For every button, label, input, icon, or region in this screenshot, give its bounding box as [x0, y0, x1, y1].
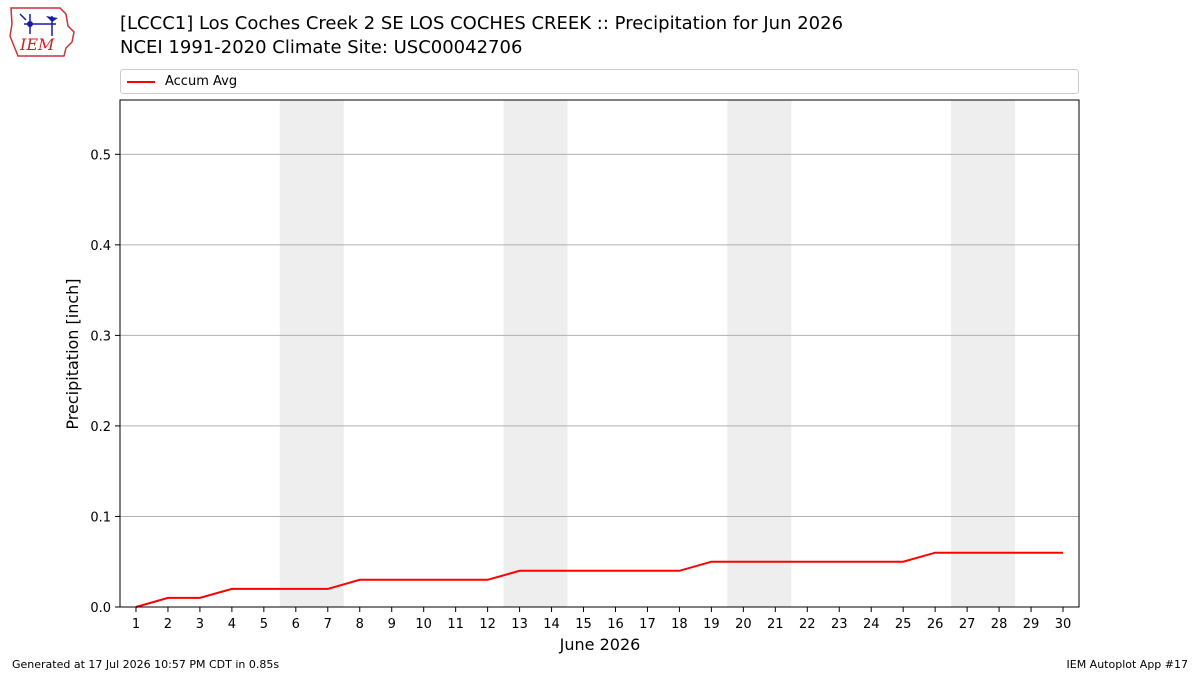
- x-tick-label: 18: [671, 617, 688, 632]
- x-tick-label: 26: [927, 617, 944, 632]
- x-tick-label: 23: [831, 617, 848, 632]
- x-tick-label: 7: [324, 617, 332, 632]
- legend-line-accum-avg: [127, 81, 155, 83]
- y-tick-label: 0.1: [90, 510, 111, 525]
- y-axis-label: Precipitation [inch]: [63, 278, 82, 429]
- chart-subtitle: NCEI 1991-2020 Climate Site: USC00042706: [120, 37, 523, 58]
- x-tick-label: 20: [735, 617, 752, 632]
- x-tick-label: 9: [388, 617, 396, 632]
- weekend-band: [727, 100, 792, 607]
- x-tick-label: 10: [415, 617, 432, 632]
- y-tick-label: 0.3: [90, 329, 111, 344]
- legend: Accum Avg: [120, 69, 1079, 94]
- x-tick-label: 21: [767, 617, 784, 632]
- x-axis-label: June 2026: [559, 635, 641, 654]
- footer-app: IEM Autoplot App #17: [1066, 658, 1189, 671]
- logo-text: IEM: [19, 35, 55, 54]
- iem-logo: IEM: [8, 6, 80, 58]
- x-tick-label: 8: [356, 617, 364, 632]
- x-tick-label: 17: [639, 617, 656, 632]
- x-tick-label: 11: [447, 617, 464, 632]
- x-tick-label: 27: [959, 617, 976, 632]
- footer-generated: Generated at 17 Jul 2026 10:57 PM CDT in…: [12, 658, 280, 671]
- y-tick-label: 0.2: [90, 420, 111, 435]
- x-tick-label: 24: [863, 617, 880, 632]
- x-tick-label: 15: [575, 617, 592, 632]
- x-tick-label: 19: [703, 617, 720, 632]
- x-tick-label: 4: [228, 617, 236, 632]
- x-tick-label: 6: [292, 617, 300, 632]
- legend-label-accum-avg: Accum Avg: [165, 74, 238, 89]
- x-tick-label: 22: [799, 617, 816, 632]
- y-tick-label: 0.4: [90, 239, 111, 254]
- series-line-accum-avg: [135, 551, 1063, 608]
- x-tick-label: 13: [511, 617, 528, 632]
- y-tick-label: 0.0: [90, 601, 111, 616]
- weekend-band: [503, 100, 568, 607]
- chart-title: [LCCC1] Los Coches Creek 2 SE LOS COCHES…: [120, 13, 844, 34]
- x-tick-label: 16: [607, 617, 624, 632]
- weekend-band: [279, 100, 344, 607]
- x-tick-label: 12: [479, 617, 496, 632]
- x-tick-label: 29: [1023, 617, 1040, 632]
- x-tick-label: 1: [132, 617, 140, 632]
- x-tick-label: 28: [991, 617, 1008, 632]
- x-tick-label: 25: [895, 617, 912, 632]
- plot-frame: [119, 99, 1080, 608]
- x-tick-label: 2: [164, 617, 172, 632]
- x-tick-label: 14: [543, 617, 560, 632]
- x-tick-label: 3: [196, 617, 204, 632]
- weekend-band: [951, 100, 1016, 607]
- x-tick-label: 30: [1055, 617, 1072, 632]
- y-tick-label: 0.5: [90, 148, 111, 163]
- x-tick-label: 5: [260, 617, 268, 632]
